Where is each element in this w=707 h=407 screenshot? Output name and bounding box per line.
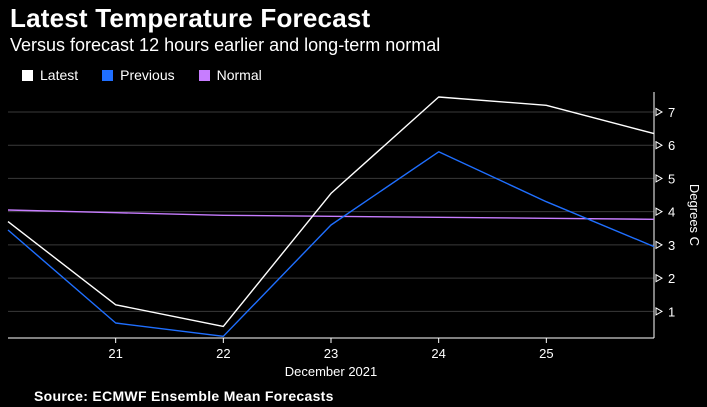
chart-legend: Latest Previous Normal <box>22 67 286 83</box>
source-note: Source: ECMWF Ensemble Mean Forecasts <box>34 388 334 404</box>
y-tick-label-1: 1 <box>668 304 675 319</box>
legend-swatch-latest <box>22 69 33 81</box>
chart-title: Latest Temperature Forecast <box>10 3 371 33</box>
y-tick-marker-7 <box>655 107 663 117</box>
y-tick-label-3: 3 <box>668 238 675 253</box>
legend-item-normal: Normal <box>198 67 262 83</box>
x-tick-label-24: 24 <box>431 346 445 361</box>
legend-item-latest: Latest <box>22 67 78 83</box>
x-tick-label-22: 22 <box>216 346 230 361</box>
y-axis-label: Degrees C <box>687 184 702 246</box>
legend-swatch-normal <box>198 69 210 81</box>
chart-subtitle: Versus forecast 12 hours earlier and lon… <box>10 35 441 55</box>
y-tick-marker-3 <box>655 240 663 250</box>
legend-label-latest: Latest <box>40 67 79 83</box>
series-line-latest <box>7 96 655 328</box>
y-tick-label-4: 4 <box>668 205 675 220</box>
y-tick-label-6: 6 <box>668 138 675 153</box>
legend-label-previous: Previous <box>120 67 175 83</box>
x-tick-label-23: 23 <box>324 346 338 361</box>
y-tick-label-2: 2 <box>668 271 675 286</box>
series-line-normal <box>7 209 655 220</box>
legend-swatch-previous <box>102 69 114 81</box>
y-tick-marker-5 <box>655 174 663 183</box>
x-tick-label-21: 21 <box>108 346 122 361</box>
legend-label-normal: Normal <box>216 67 262 83</box>
x-tick-label-25: 25 <box>539 346 553 361</box>
y-tick-label-5: 5 <box>668 171 675 186</box>
y-tick-marker-4 <box>655 207 663 217</box>
y-tick-label-7: 7 <box>668 105 675 120</box>
y-tick-marker-6 <box>655 140 663 150</box>
y-tick-marker-1 <box>655 307 663 316</box>
x-axis-label: December 2021 <box>285 364 378 379</box>
legend-item-previous: Previous <box>102 67 175 83</box>
y-tick-marker-2 <box>655 273 663 283</box>
series-line-previous <box>7 151 655 337</box>
